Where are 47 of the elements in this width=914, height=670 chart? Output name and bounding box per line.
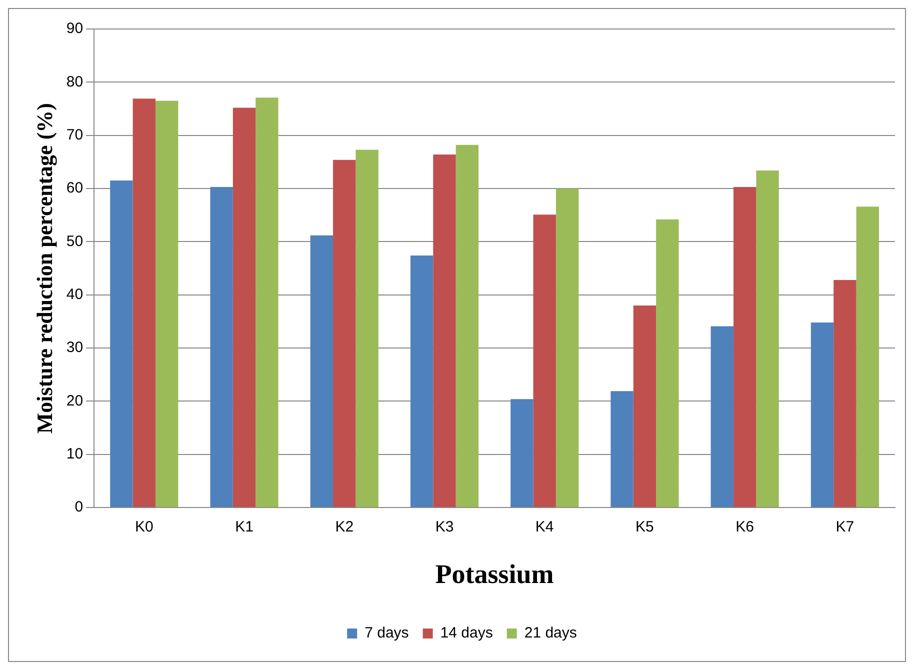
y-tick-label: 50: [66, 232, 84, 250]
bar: [256, 98, 278, 508]
x-tick-label: K3: [435, 518, 454, 536]
bar: [510, 399, 534, 508]
y-tick-label: 20: [66, 392, 84, 410]
x-tick-label: K1: [235, 518, 254, 536]
y-tick-label: 0: [74, 498, 84, 516]
x-axis-title: Potassium: [435, 558, 554, 589]
bar: [433, 154, 456, 508]
y-tick-label: 40: [66, 286, 84, 304]
y-tick-label: 90: [66, 20, 84, 38]
bar: [110, 180, 133, 508]
legend-label: 14 days: [440, 624, 493, 642]
legend-label: 7 days: [364, 624, 409, 642]
bar: [155, 100, 178, 508]
y-axis-title: Moisture reduction percentage (%): [32, 103, 57, 434]
x-tick-label: K0: [134, 518, 154, 536]
bar: [810, 322, 834, 508]
bar: [834, 280, 856, 508]
bar: [410, 256, 434, 508]
bar: [356, 150, 378, 508]
x-tick-label: K4: [535, 518, 554, 536]
y-tick-label: 70: [66, 126, 84, 144]
y-tick-label: 80: [66, 73, 84, 90]
x-tick-label: K6: [736, 518, 754, 536]
x-tick-label: K5: [636, 518, 654, 536]
bar: [610, 391, 634, 508]
bar: [633, 306, 656, 508]
bar: [132, 98, 156, 508]
y-tick-label: 10: [66, 446, 84, 463]
bar: [756, 170, 779, 508]
bar: [456, 144, 479, 508]
bar: [232, 108, 256, 508]
legend-label: 21 days: [524, 624, 577, 642]
y-tick-label: 30: [66, 339, 84, 356]
bar: [556, 188, 579, 508]
bar: [533, 214, 556, 508]
x-tick-label: K2: [335, 518, 354, 536]
bar: [733, 186, 756, 508]
bar: [210, 186, 233, 508]
bar: [333, 160, 356, 508]
bar: [856, 206, 879, 508]
bar: [310, 235, 334, 508]
bar: [656, 219, 679, 508]
bar: [710, 326, 734, 508]
x-tick-label: K7: [836, 518, 854, 536]
y-tick-label: 60: [66, 180, 84, 197]
